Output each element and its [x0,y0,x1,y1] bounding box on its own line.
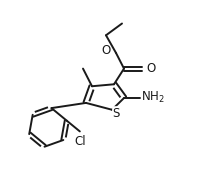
Text: S: S [113,107,120,120]
Text: NH$_2$: NH$_2$ [141,90,165,105]
Text: O: O [146,62,156,75]
Text: Cl: Cl [74,135,86,148]
Text: O: O [102,44,111,57]
